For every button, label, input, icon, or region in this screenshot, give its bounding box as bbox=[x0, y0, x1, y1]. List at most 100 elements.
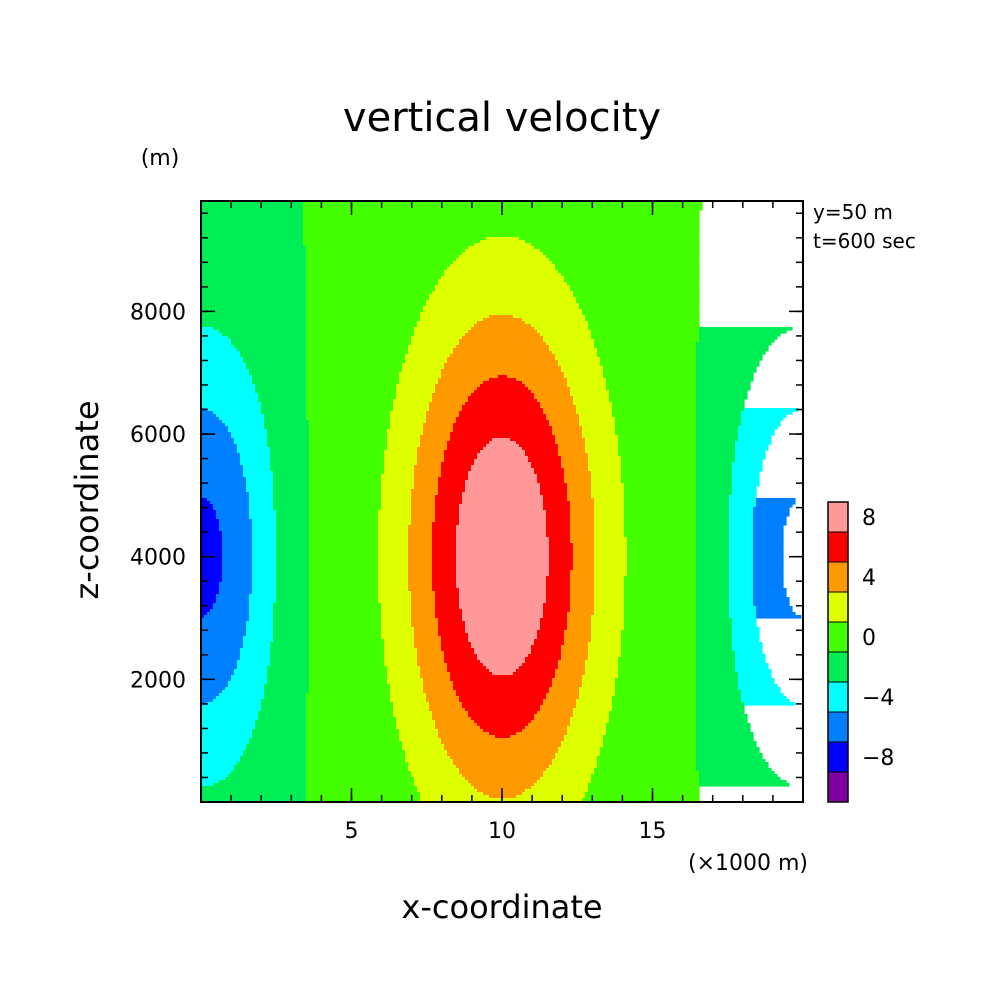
contour-band-cell bbox=[732, 471, 760, 475]
contour-band-cell bbox=[729, 519, 754, 523]
contour-band-cell bbox=[432, 558, 457, 562]
contour-band-cell bbox=[567, 615, 592, 619]
contour-band-cell bbox=[477, 657, 526, 661]
contour-band-cell bbox=[735, 651, 763, 655]
contour-band-cell bbox=[591, 489, 625, 493]
contour-band-cell bbox=[393, 405, 430, 409]
contour-band-cell bbox=[306, 693, 391, 697]
contour-band-cell bbox=[573, 708, 613, 712]
contour-band-cell bbox=[222, 690, 265, 694]
contour-band-cell bbox=[753, 507, 790, 511]
contour-band-cell bbox=[729, 576, 754, 580]
contour-band-cell bbox=[201, 375, 253, 379]
contour-band-cell bbox=[243, 636, 274, 640]
contour-band-cell bbox=[201, 309, 307, 313]
contour-band-cell bbox=[696, 432, 739, 436]
contour-band-cell bbox=[381, 618, 412, 622]
contour-band-cell bbox=[381, 498, 412, 502]
contour-band-cell bbox=[408, 549, 433, 553]
contour-band-cell bbox=[273, 606, 310, 610]
contour-band-cell bbox=[201, 576, 223, 580]
contour-band-cell bbox=[255, 726, 307, 730]
contour-band-cell bbox=[567, 378, 607, 382]
contour-band-cell bbox=[393, 705, 430, 709]
contour-band-cell bbox=[201, 525, 220, 529]
contour-band-cell bbox=[207, 498, 250, 502]
contour-band-cell bbox=[417, 462, 442, 466]
contour-band-cell bbox=[273, 480, 310, 484]
contour-band-cell bbox=[513, 315, 586, 319]
contour-band-cell bbox=[465, 624, 541, 628]
contour-band-cell bbox=[306, 372, 400, 376]
contour-band-cell bbox=[417, 321, 478, 325]
contour-band-cell bbox=[624, 519, 697, 523]
contour-band-cell bbox=[564, 375, 604, 379]
contour-band-cell bbox=[444, 453, 478, 457]
contour-band-cell bbox=[408, 576, 433, 580]
contour-band-cell bbox=[735, 447, 769, 451]
contour-band-cell bbox=[249, 594, 277, 598]
contour-band-cell bbox=[480, 450, 526, 454]
contour-band-cell bbox=[696, 477, 733, 481]
contour-band-cell bbox=[201, 738, 250, 742]
contour-band-cell bbox=[453, 687, 550, 691]
contour-band-cell bbox=[252, 558, 277, 562]
contour-band-cell bbox=[696, 438, 739, 442]
contour-band-cell bbox=[309, 537, 379, 541]
contour-band-cell bbox=[384, 453, 418, 457]
contour-band-cell bbox=[261, 405, 307, 409]
contour-band-cell bbox=[594, 498, 625, 502]
contour-band-cell bbox=[534, 639, 565, 643]
contour-band-cell bbox=[306, 792, 421, 796]
contour-band-cell bbox=[594, 525, 625, 529]
contour-band-cell bbox=[549, 690, 580, 694]
contour-band-cell bbox=[201, 447, 238, 451]
contour-band-cell bbox=[696, 702, 745, 706]
contour-band-cell bbox=[573, 546, 595, 550]
contour-band-cell bbox=[591, 777, 700, 781]
contour-band-cell bbox=[696, 414, 742, 418]
contour-band-cell bbox=[303, 228, 700, 232]
contour-band-cell bbox=[222, 537, 253, 541]
contour-band-cell bbox=[699, 780, 787, 784]
contour-band-cell bbox=[408, 531, 433, 535]
contour-band-cell bbox=[240, 351, 307, 355]
contour-band-cell bbox=[534, 396, 574, 400]
contour-band-cell bbox=[264, 426, 310, 430]
contour-band-cell bbox=[306, 405, 394, 409]
contour-band-cell bbox=[201, 735, 253, 739]
contour-band-cell bbox=[624, 483, 697, 487]
contour-band-cell bbox=[696, 582, 730, 586]
contour-band-cell bbox=[492, 672, 514, 676]
contour-band-cell bbox=[729, 543, 754, 547]
contour-band-cell bbox=[417, 324, 475, 328]
contour-band-cell bbox=[468, 633, 538, 637]
contour-band-cell bbox=[222, 540, 253, 544]
contour-band-cell bbox=[420, 318, 484, 322]
contour-band-cell bbox=[624, 609, 697, 613]
contour-band-cell bbox=[306, 261, 454, 265]
contour-band-cell bbox=[465, 777, 541, 781]
contour-band-cell bbox=[519, 666, 559, 670]
contour-band-cell bbox=[309, 453, 385, 457]
contour-band-cell bbox=[249, 501, 274, 505]
contour-band-cell bbox=[201, 639, 244, 643]
contour-band-cell bbox=[555, 438, 586, 442]
contour-band-cell bbox=[696, 399, 745, 403]
annotation-y: y=50 m bbox=[813, 200, 893, 224]
contour-band-cell bbox=[543, 504, 571, 508]
contour-band-cell bbox=[537, 711, 574, 715]
contour-band-cell bbox=[459, 414, 547, 418]
contour-band-cell bbox=[381, 636, 415, 640]
contour-band-cell bbox=[696, 561, 730, 565]
contour-band-cell bbox=[483, 663, 523, 667]
contour-band-cell bbox=[264, 423, 310, 427]
contour-band-cell bbox=[696, 471, 733, 475]
contour-band-cell bbox=[555, 675, 583, 679]
contour-band-cell bbox=[570, 288, 700, 292]
contour-band-cell bbox=[240, 648, 271, 652]
contour-band-cell bbox=[435, 495, 463, 499]
contour-band-cell bbox=[570, 285, 700, 289]
contour-band-cell bbox=[306, 735, 400, 739]
contour-band-cell bbox=[756, 498, 796, 502]
